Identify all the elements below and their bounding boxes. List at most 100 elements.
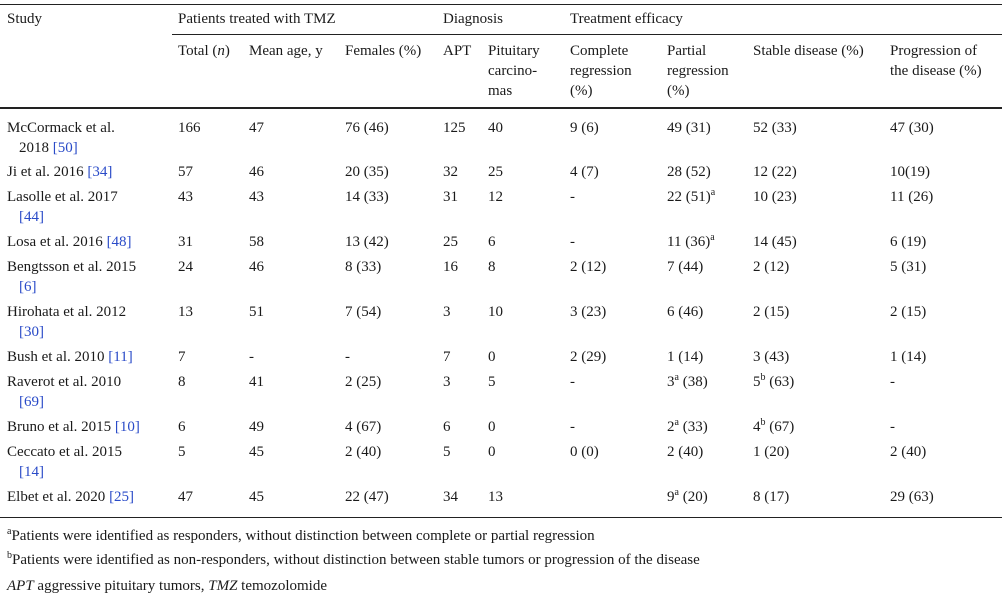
cell-total: 7 [178,349,186,365]
reference-link[interactable]: [34] [87,164,113,180]
cell-females: 20 (35) [345,164,389,180]
partial-regression-value: 11 (36) [667,234,711,250]
cell-progression: - [890,374,895,390]
cell-partial-regression: 11 (36)a [667,232,715,254]
partial-regression-value: 7 (44) [667,259,704,275]
abbr-tmz: TMZ [208,578,238,594]
study-name-text: Lasolle et al. 2017 [7,189,118,205]
cell-total: 24 [178,259,193,275]
cell-apt: 125 [443,120,466,136]
cell-apt: 31 [443,189,458,205]
header-rule [0,107,1002,109]
cell-mean-age: - [249,349,254,365]
cell-females: 2 (25) [345,374,382,390]
reference-link[interactable]: [30] [19,324,44,340]
reference-link[interactable]: [69] [19,394,44,410]
cell-apt: 32 [443,164,458,180]
cell-complete-regression: 4 (7) [570,164,599,180]
cell-females: 8 (33) [345,259,382,275]
cell-apt: 7 [443,349,451,365]
footnote-marker: a [674,372,679,383]
reference-link[interactable]: [14] [19,464,44,480]
partial-regression-percent: (38) [678,374,708,390]
study-name: Bengtsson et al. 2015 [7,257,136,277]
group-rule [172,34,1002,35]
header-apt: APT [443,43,472,59]
study-name: Lasolle et al. 2017 [7,187,118,207]
top-rule [0,4,1002,5]
header-pr-1: Partial [667,43,707,59]
reference-link[interactable]: [10] [114,419,140,435]
stable-disease-value: 14 (45) [753,234,797,250]
partial-regression-value: 9 [667,489,675,505]
reference-link[interactable]: [48] [106,234,132,250]
cell-total: 43 [178,189,193,205]
header-cr-1: Complete [570,43,629,59]
cell-stable-disease: 2 (15) [753,302,789,322]
cell-apt: 5 [443,444,451,460]
reference-link[interactable]: [11] [108,349,133,365]
stable-disease-percent: (63) [765,374,795,390]
header-cr-3: (%) [570,83,593,99]
cell-females: 13 (42) [345,234,389,250]
cell-stable-disease: 3 (43) [753,347,789,367]
reference-link[interactable]: [44] [19,209,44,225]
study-name-line2: 2018 [50] [19,138,78,158]
abbr-apt: APT [7,578,34,594]
study-name-text: Bengtsson et al. 2015 [7,259,137,275]
partial-regression-value: 22 (51) [667,189,711,205]
header-pit-3: mas [488,83,513,99]
study-name: Bush et al. 2010 [11] [7,347,133,367]
cell-partial-regression: 7 (44) [667,257,703,277]
cell-partial-regression: 6 (46) [667,302,703,322]
cell-pituitary-carcinomas: 40 [488,120,503,136]
cell-partial-regression: 22 (51)a [667,187,715,209]
partial-regression-value: 28 (52) [667,164,711,180]
study-name-line2: [69] [19,392,44,412]
cell-total: 166 [178,120,201,136]
cell-partial-regression: 49 (31) [667,118,711,138]
stable-disease-value: 1 (20) [753,444,790,460]
stable-disease-value: 2 (15) [753,304,790,320]
cell-total: 5 [178,444,186,460]
cell-pituitary-carcinomas: 5 [488,374,496,390]
footnote-a: aPatients were identified as responders,… [7,526,595,548]
study-name-text: McCormack et al. [7,120,115,136]
header-group-diagnosis: Diagnosis [443,11,503,27]
study-name: Elbet et al. 2020 [25] [7,487,134,507]
study-name: Raverot et al. 2010 [7,372,121,392]
cell-partial-regression: 1 (14) [667,347,703,367]
cell-stable-disease: 10 (23) [753,187,797,207]
abbr-tmz-text: temozolomide [237,578,327,594]
reference-link[interactable]: [50] [52,140,78,156]
study-name-text: Ji et al. 2016 [7,164,88,180]
cell-partial-regression: 3a (38) [667,372,708,394]
reference-link[interactable]: [6] [19,279,37,295]
study-name-text: Ceccato et al. 2015 [7,444,122,460]
stable-disease-value: 5 [753,374,761,390]
cell-females: - [345,349,350,365]
header-total-b: ) [224,43,230,59]
cell-apt: 16 [443,259,458,275]
cell-total: 31 [178,234,193,250]
reference-link[interactable]: [25] [109,489,135,505]
header-study: Study [7,11,43,27]
stable-disease-percent: (67) [765,419,795,435]
cell-total: 8 [178,374,186,390]
study-name-text: Bush et al. 2010 [7,349,109,365]
cell-total: 47 [178,489,193,505]
cell-partial-regression: 9a (20) [667,487,708,509]
cell-complete-regression: - [570,419,575,435]
footnote-marker: a [674,487,679,498]
cell-progression: 10(19) [890,164,930,180]
study-name-text: Elbet et al. 2020 [7,489,110,505]
cell-complete-regression: 2 (12) [570,259,607,275]
cell-progression: 2 (40) [890,444,927,460]
header-cr-2: regression [570,63,632,79]
footnote-a-text: Patients were identified as responders, … [11,528,595,544]
footnote-a-mark: a [7,526,12,537]
study-name-text: Hirohata et al. 2012 [7,304,127,320]
study-name: Hirohata et al. 2012 [7,302,126,322]
cell-females: 76 (46) [345,120,389,136]
cell-stable-disease: 2 (12) [753,257,789,277]
